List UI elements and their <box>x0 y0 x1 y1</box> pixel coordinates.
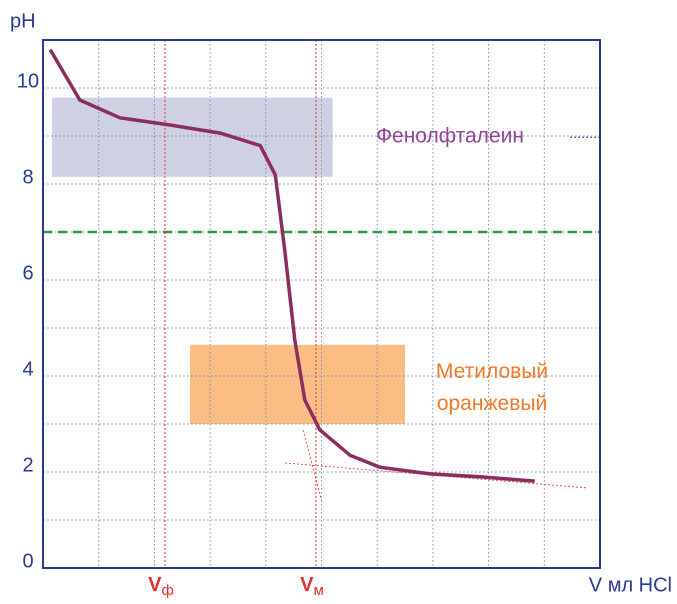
label-main: V <box>148 574 162 596</box>
tangent <box>302 429 323 503</box>
label-sub: м <box>313 582 323 599</box>
x-marker-label: Vф <box>148 574 174 599</box>
y-tick-label: 0 <box>22 550 33 572</box>
x-marker-label: Vм <box>300 574 324 599</box>
y-tick-label: 6 <box>22 262 33 284</box>
x-axis-label: V мл HCl <box>589 574 672 596</box>
y-tick-label: 2 <box>22 454 33 476</box>
plot-frame <box>42 39 601 569</box>
indicator-band <box>51 97 333 177</box>
titration-curve <box>48 48 535 483</box>
label-main: V <box>300 574 314 596</box>
label-sub: ф <box>161 582 173 599</box>
y-axis-label: pH <box>10 10 36 32</box>
indicator-label: Метиловый <box>436 360 548 383</box>
y-tick-label: 10 <box>17 70 39 92</box>
y-tick-label: 8 <box>22 166 33 188</box>
indicator-label: Фенолфталеин <box>376 125 524 148</box>
indicator-label: оранжевый <box>437 392 547 415</box>
y-tick-label: 4 <box>22 358 33 380</box>
